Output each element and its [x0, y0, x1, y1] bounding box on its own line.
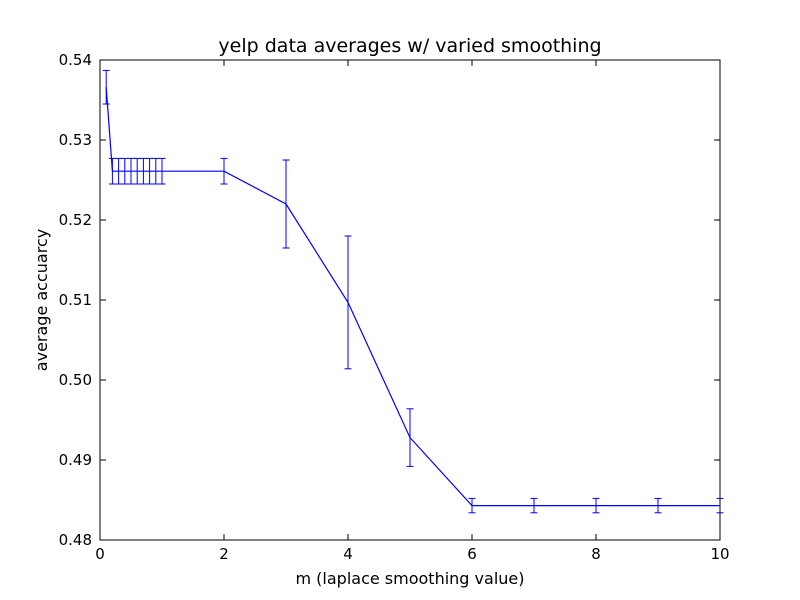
y-tick-label: 0.53 — [59, 131, 92, 149]
y-axis-label: average accuarcy — [32, 229, 51, 371]
x-tick-label: 2 — [219, 545, 229, 563]
y-axis-ticks: 0.48 0.49 0.50 0.51 0.52 0.53 0.54 — [59, 51, 720, 549]
y-tick-label: 0.48 — [59, 531, 92, 549]
x-tick-label: 0 — [95, 545, 105, 563]
x-tick-label: 8 — [591, 545, 601, 563]
x-tick-label: 6 — [467, 545, 477, 563]
plot-marks — [102, 69, 724, 514]
y-tick-label: 0.50 — [59, 371, 92, 389]
x-axis-label: m (laplace smoothing value) — [296, 569, 525, 588]
y-tick-label: 0.54 — [59, 51, 92, 69]
y-tick-label: 0.52 — [59, 211, 92, 229]
y-tick-label: 0.51 — [59, 291, 92, 309]
chart-title: yelp data averages w/ varied smoothing — [218, 35, 601, 57]
x-axis-ticks: 0 2 4 6 8 10 — [95, 60, 730, 563]
x-tick-label: 10 — [710, 545, 729, 563]
x-tick-label: 4 — [343, 545, 353, 563]
y-tick-label: 0.49 — [59, 451, 92, 469]
